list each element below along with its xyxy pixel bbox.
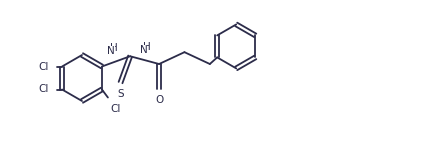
Text: O: O [155, 95, 163, 105]
Text: N: N [107, 46, 115, 56]
Text: N: N [140, 45, 148, 55]
Text: Cl: Cl [110, 103, 120, 114]
Text: H: H [143, 42, 151, 52]
Text: S: S [117, 88, 124, 99]
Text: Cl: Cl [39, 85, 49, 95]
Text: Cl: Cl [39, 61, 49, 72]
Text: H: H [110, 43, 118, 53]
